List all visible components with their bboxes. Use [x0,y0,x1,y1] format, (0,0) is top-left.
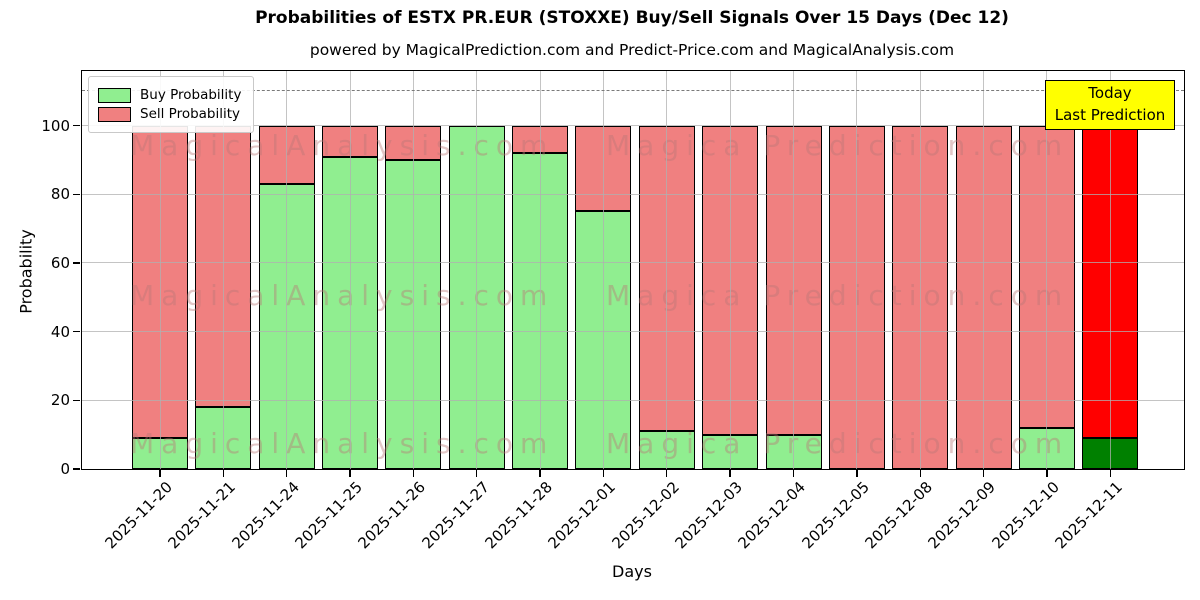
today-annotation: Today Last Prediction [1045,80,1175,130]
plot-area: MagicalAnalysis.com Magica Prediction.com… [41,70,1185,552]
h-gridline [82,399,1184,401]
x-tick-label: 2025-12-04 [734,478,810,553]
v-gridline [286,71,288,469]
h-gridline [82,262,1184,264]
x-tick-label: 2025-12-03 [671,478,746,553]
v-gridline [919,71,921,469]
h-gridline [82,125,1184,127]
x-tick-mark [222,470,225,477]
x-tick-label: 2025-11-28 [481,478,556,553]
v-gridline [539,71,541,469]
chart-title: Probabilities of ESTX PR.EUR (STOXXE) Bu… [255,8,1009,28]
x-tick-label: 2025-11-27 [418,478,493,553]
y-tick-label: 80 [50,185,70,204]
x-tick-mark [159,470,161,477]
legend-item-buy: Buy Probability [98,87,241,103]
x-tick-mark [856,470,858,477]
v-gridline [666,71,668,469]
threshold-dashed-line [82,90,1184,92]
v-gridline [1046,71,1048,469]
x-tick-label: 2025-12-09 [924,478,1000,553]
x-tick-label: 2025-12-05 [798,478,873,553]
v-gridline [729,71,731,469]
x-tick-mark [412,470,415,477]
x-axis-label: Days [612,562,652,581]
v-gridline [1109,71,1111,469]
y-tick-label: 100 [41,116,70,135]
h-gridline [82,193,1184,195]
v-gridline [602,71,604,469]
annotation-line-2: Last Prediction [1054,105,1166,124]
x-tick-label: 2025-11-25 [291,478,366,553]
y-tick-label: 60 [50,253,70,272]
y-tick-mark [73,399,80,402]
x-tick-label: 2025-12-01 [544,478,620,553]
x-tick-label: 2025-11-20 [101,478,176,553]
y-tick-mark [73,193,80,195]
x-tick-mark [1046,470,1048,477]
x-tick-mark [349,470,351,477]
legend-label-sell: Sell Probability [140,106,241,122]
x-tick-label: 2025-11-26 [354,478,430,553]
x-tick-label: 2025-12-02 [608,478,683,553]
buy-swatch [98,87,131,103]
x-tick-label: 2025-11-21 [164,478,240,553]
annotation-line-1: Today [1088,84,1132,102]
x-tick-label: 2025-11-24 [228,478,303,553]
x-tick-mark [666,470,668,477]
y-tick-mark [73,262,80,264]
x-tick-label: 2025-12-10 [988,478,1063,553]
v-gridline [159,71,161,469]
v-gridline [412,71,414,469]
x-tick-mark [286,470,288,477]
v-gridline [856,71,858,469]
x-tick-mark [919,470,921,477]
v-gridline [222,71,224,469]
h-gridline [82,331,1184,333]
y-tick-label: 20 [50,391,70,410]
y-tick-mark [73,330,80,333]
legend: Buy Probability Sell Probability [88,76,255,133]
x-tick-mark [729,470,731,477]
v-gridline [793,71,794,469]
x-tick-mark [476,470,478,477]
y-tick-mark [73,124,80,127]
x-tick-label: 2025-12-11 [1051,478,1126,553]
v-gridline [476,71,478,469]
x-tick-mark [1109,470,1111,477]
v-gridline [983,71,985,469]
legend-item-sell: Sell Probability [98,106,241,122]
sell-swatch [98,106,131,122]
y-tick-label: 0 [60,460,70,478]
chart-subtitle: powered by MagicalPrediction.com and Pre… [309,41,955,59]
x-tick-mark [792,470,795,477]
y-axis-label: Probability [16,229,36,314]
x-tick-mark [982,470,985,477]
x-tick-mark [602,470,605,477]
v-gridline [349,71,351,469]
y-tick-label: 40 [50,322,70,341]
x-tick-label: 2025-12-08 [861,478,936,553]
x-tick-mark [539,470,541,477]
y-tick-mark [73,468,80,470]
legend-label-buy: Buy Probability [140,87,242,103]
